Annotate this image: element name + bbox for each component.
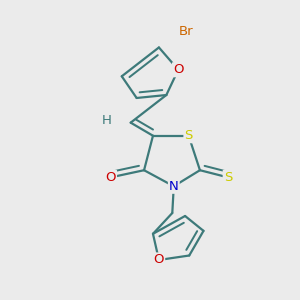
Text: S: S: [184, 129, 193, 142]
Text: S: S: [224, 171, 232, 184]
Text: O: O: [173, 63, 184, 76]
Text: O: O: [154, 254, 164, 266]
Text: O: O: [106, 171, 116, 184]
Text: Br: Br: [178, 25, 193, 38]
Text: H: H: [102, 114, 112, 128]
Text: N: N: [169, 180, 179, 193]
